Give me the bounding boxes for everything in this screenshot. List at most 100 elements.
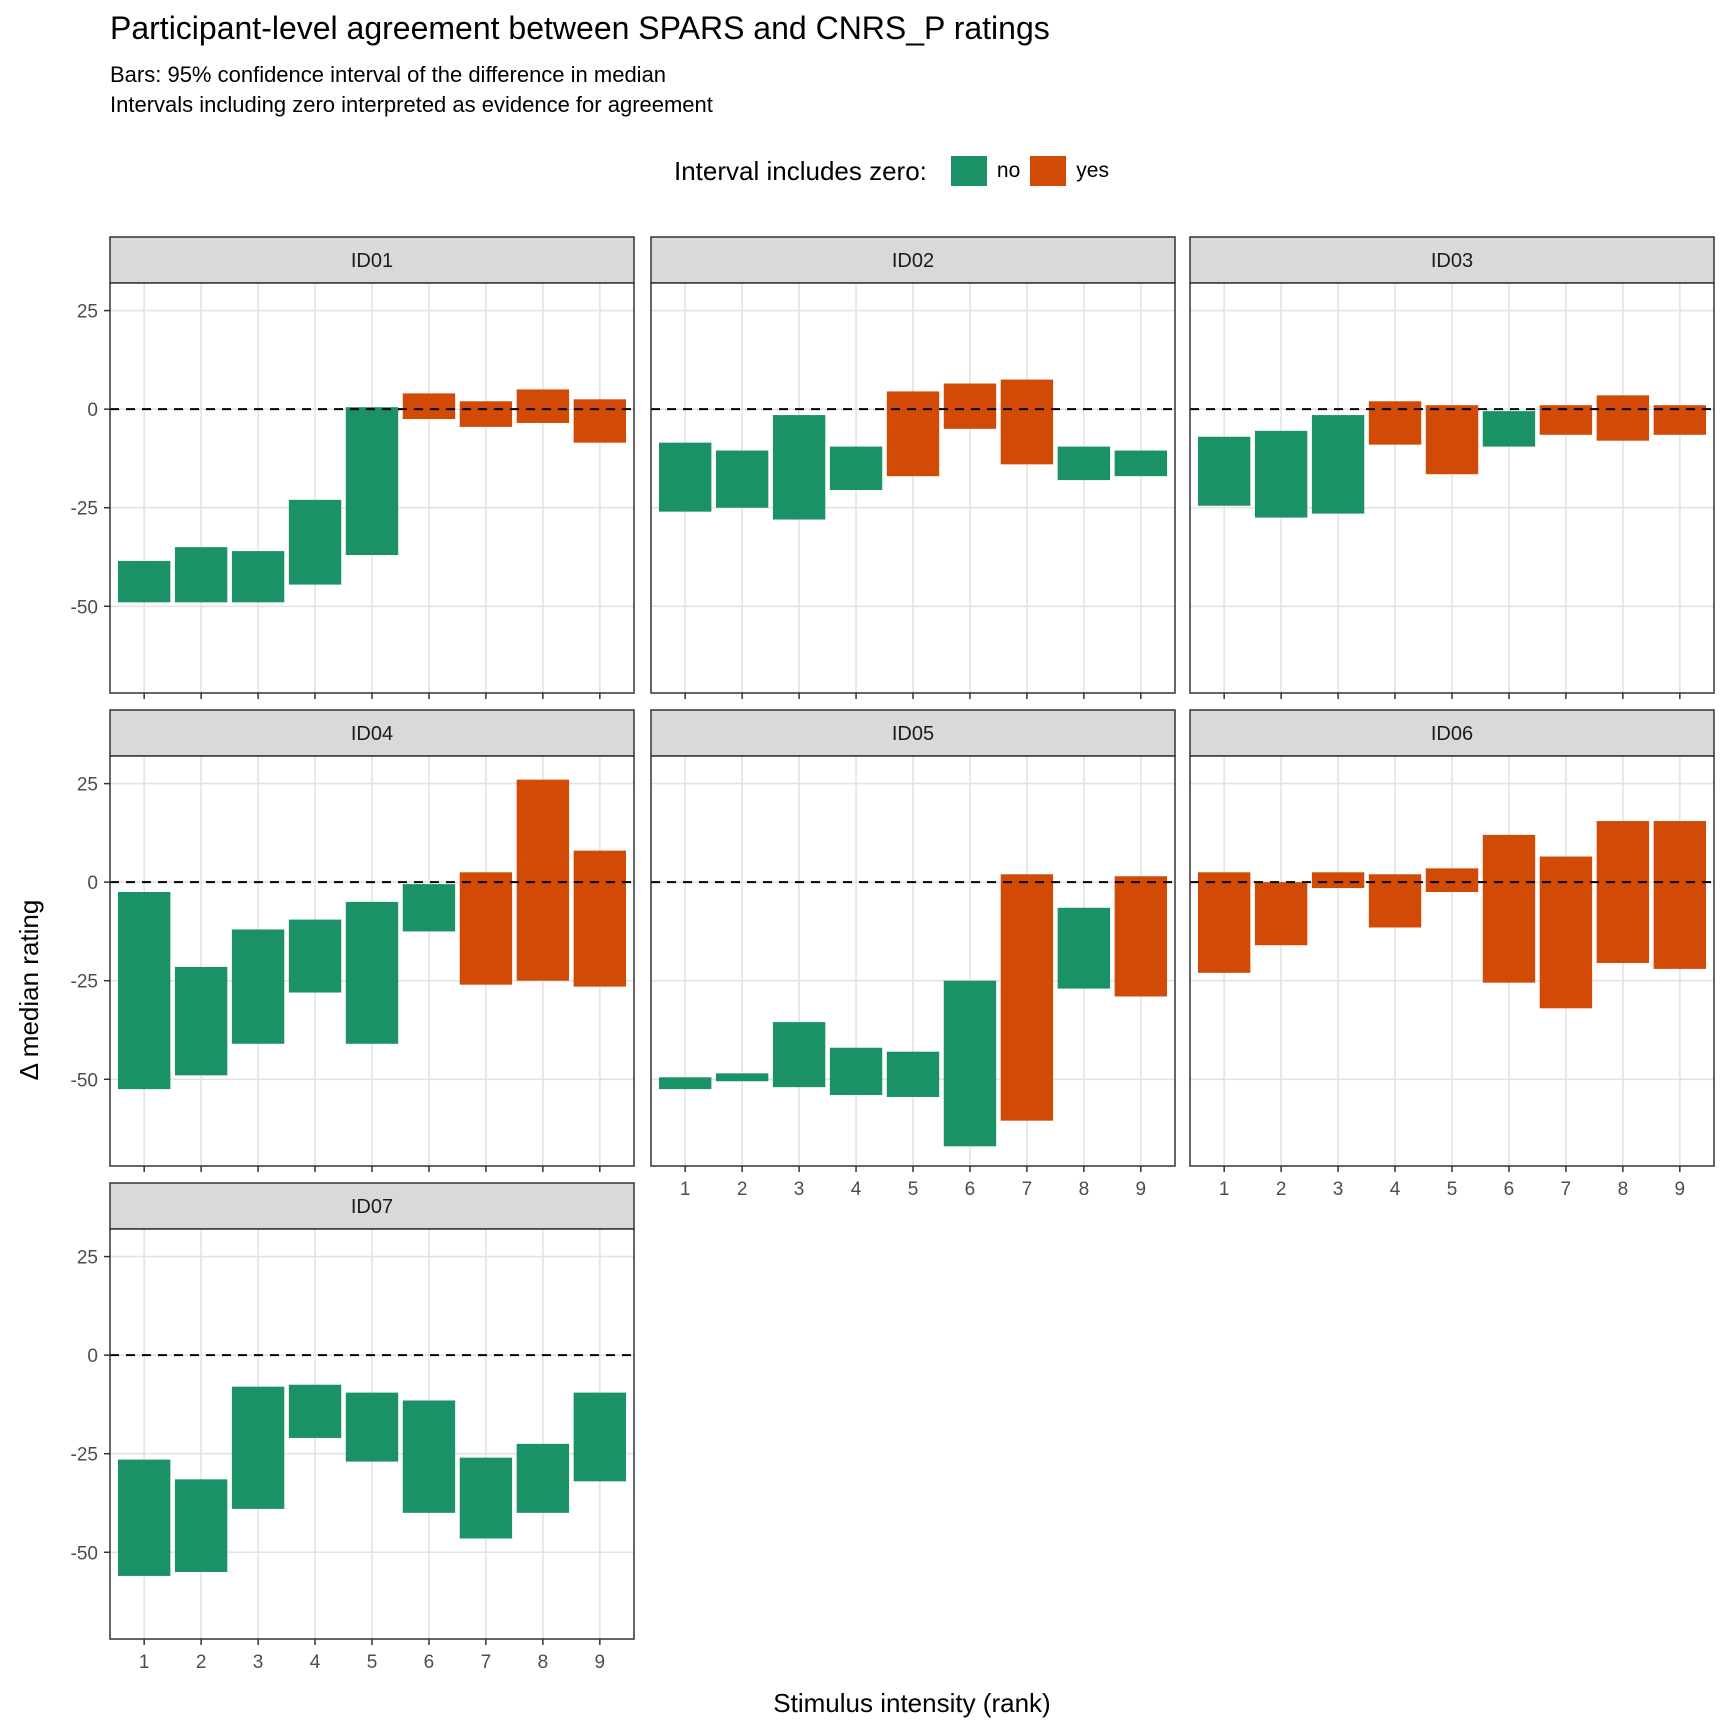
x-tick-label: 1 [1219,1179,1230,1200]
x-tick-label: 6 [965,1179,976,1200]
interval-bar [886,1051,940,1098]
x-tick-label: 4 [310,1652,321,1673]
interval-bar [1482,834,1536,983]
panel-strip-label: ID03 [1431,250,1473,272]
interval-bar [943,383,997,429]
interval-bar [288,499,342,585]
interval-bar [402,884,456,932]
panel-id05: ID05 1 2 3 4 5 6 7 8 9 [650,709,1176,1200]
interval-bar [459,872,513,985]
x-tick-label: 5 [367,1652,378,1673]
panel-id03: ID03 [1189,236,1715,699]
interval-bar [573,1392,627,1482]
interval-bar [459,1457,513,1539]
legend-label-no: no [996,159,1021,182]
interval-bar [1653,821,1707,969]
y-tick-label: -50 [71,597,98,618]
panel-strip [109,1182,635,1230]
interval-bar [231,1386,285,1509]
interval-bar [516,389,570,423]
interval-bar [1197,436,1251,506]
interval-bar [174,1479,228,1572]
interval-bar [1311,872,1365,889]
y-tick-label: 25 [77,1248,98,1269]
x-tick-label: 7 [481,1652,492,1673]
interval-bar [1000,379,1054,465]
interval-bar [1368,401,1422,445]
x-tick-label: 4 [851,1179,862,1200]
interval-bar [345,407,399,556]
interval-bar [658,1077,712,1090]
interval-bar [1425,405,1479,475]
x-tick-label: 3 [1333,1179,1344,1200]
interval-bar [943,980,997,1147]
chart-subtitle-line-1: Bars: 95% confidence interval of the dif… [110,62,667,87]
interval-bar [516,779,570,981]
interval-bar [1254,430,1308,518]
panel-strip-label: ID07 [351,1196,393,1218]
panel-strip-label: ID06 [1431,723,1473,745]
panel-strip [109,236,635,284]
x-tick-label: 3 [794,1179,805,1200]
y-tick-label: -25 [71,972,98,993]
y-tick-label: 25 [77,302,98,323]
interval-bar [174,547,228,603]
legend-title: Interval includes zero: [674,155,927,186]
x-tick-label: 8 [1079,1179,1090,1200]
interval-bar [1425,868,1479,893]
panel-strip [650,236,1176,284]
chart-title: Participant-level agreement between SPAR… [110,10,1050,46]
x-tick-label: 5 [1447,1179,1458,1200]
x-tick-label: 2 [1276,1179,1287,1200]
chart-subtitle-line-2: Intervals including zero interpreted as … [110,92,713,117]
x-tick-label: 1 [139,1652,150,1673]
legend-item-yes: yes [1030,156,1109,186]
interval-bar [1114,876,1168,997]
interval-bar [1057,446,1111,481]
interval-bar [1311,415,1365,514]
interval-bar [1596,395,1650,441]
interval-bar [345,1392,399,1462]
interval-bar [715,450,769,508]
interval-bar [1482,411,1536,447]
interval-bar [231,551,285,603]
y-tick-label: 0 [87,400,98,421]
x-tick-label: 8 [538,1652,549,1673]
interval-bar [886,391,940,477]
x-tick-label: 5 [908,1179,919,1200]
interval-bar [516,1443,570,1513]
y-tick-label: -50 [71,1543,98,1564]
x-tick-label: 9 [595,1652,606,1673]
x-tick-label: 9 [1136,1179,1147,1200]
x-tick-label: 7 [1561,1179,1572,1200]
panel-strip-label: ID02 [892,250,934,272]
legend-key-no [950,156,987,186]
legend-label-yes: yes [1076,159,1109,182]
y-tick-label: 0 [87,873,98,894]
y-axis-title: Δ median rating [14,900,44,1081]
interval-bar [1000,874,1054,1121]
interval-bar [231,929,285,1044]
panel-strip-label: ID05 [892,723,934,745]
panel-strip [109,709,635,757]
x-tick-label: 7 [1022,1179,1033,1200]
interval-bar [1539,856,1593,1009]
legend-key-yes [1030,156,1067,186]
y-tick-label: -50 [71,1070,98,1091]
interval-bar [829,1047,883,1096]
interval-bar [573,850,627,987]
interval-bar [117,1459,171,1576]
interval-bar [117,892,171,1090]
interval-bar [1368,874,1422,928]
panel-id06: ID06 1 2 3 4 5 6 7 8 9 [1189,709,1715,1200]
interval-bar [715,1073,769,1082]
y-tick-label: -25 [71,1445,98,1466]
panel-strip-label: ID04 [351,723,393,745]
x-tick-label: 3 [253,1652,264,1673]
legend: Interval includes zero: no yes [674,155,1119,187]
x-tick-label: 6 [1504,1179,1515,1200]
y-tick-label: -25 [71,499,98,520]
interval-bar [288,919,342,993]
panel-id07: ID07 25 0 -25 -50 1 2 3 4 5 6 7 8 9 [71,1182,635,1673]
panel-id01: ID01 25 0 -25 -50 [71,236,635,699]
